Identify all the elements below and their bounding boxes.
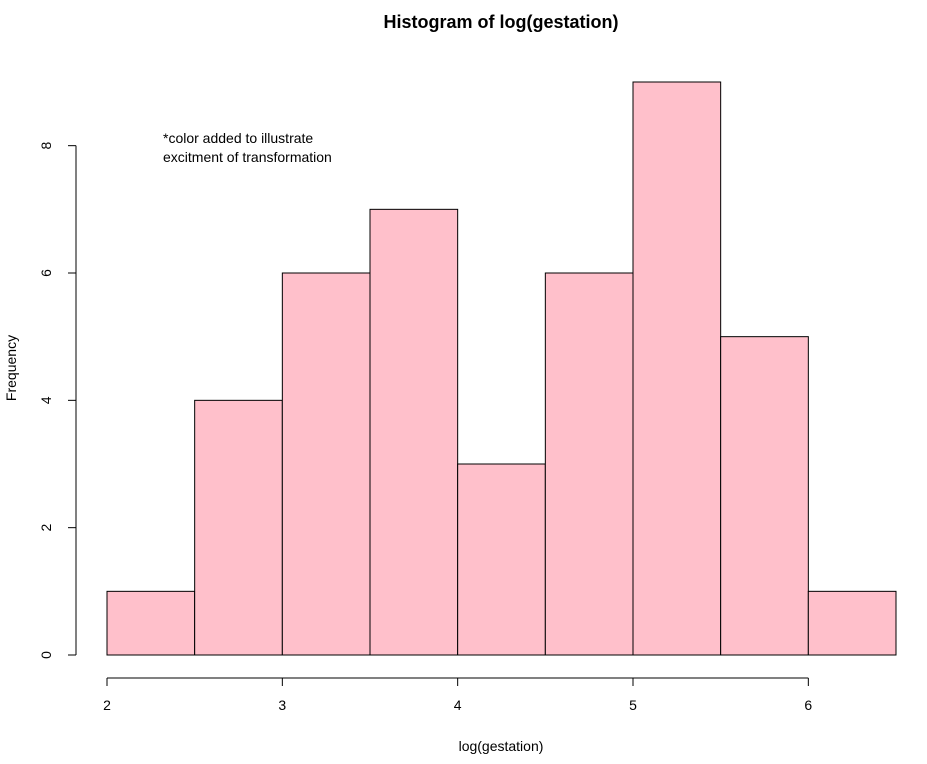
y-tick-label: 2: [38, 524, 54, 532]
histogram-bar-8: [720, 336, 809, 656]
histogram-bar-7: [632, 81, 722, 656]
x-axis-label: log(gestation): [459, 738, 544, 754]
histogram-bar-2: [194, 399, 283, 656]
x-tick-label: 6: [804, 697, 812, 713]
histogram-bar-9: [807, 590, 897, 656]
chart-title: Histogram of log(gestation): [384, 12, 619, 32]
y-axis: 0 2 4 6 8: [38, 142, 77, 659]
x-tick-label: 3: [278, 697, 286, 713]
y-tick-label: 8: [38, 142, 54, 150]
y-tick-label: 4: [38, 396, 54, 404]
annotation-line-1: *color added to illustrate: [163, 130, 313, 146]
histogram-bar-5: [457, 463, 546, 656]
y-tick-label: 0: [38, 651, 54, 659]
histogram-bar-6: [544, 272, 634, 656]
histogram-bar-3: [281, 272, 371, 656]
bars-group: [106, 81, 897, 656]
x-axis: 2 3 4 5 6: [103, 677, 812, 713]
y-tick-label: 6: [38, 269, 54, 277]
y-axis-label: Frequency: [3, 335, 19, 401]
x-tick-label: 4: [454, 697, 462, 713]
histogram-bar-1: [106, 590, 196, 656]
x-tick-label: 2: [103, 697, 111, 713]
histogram-bar-4: [369, 208, 459, 656]
x-tick-label: 5: [629, 697, 637, 713]
annotation-line-2: excitment of transformation: [163, 149, 332, 165]
